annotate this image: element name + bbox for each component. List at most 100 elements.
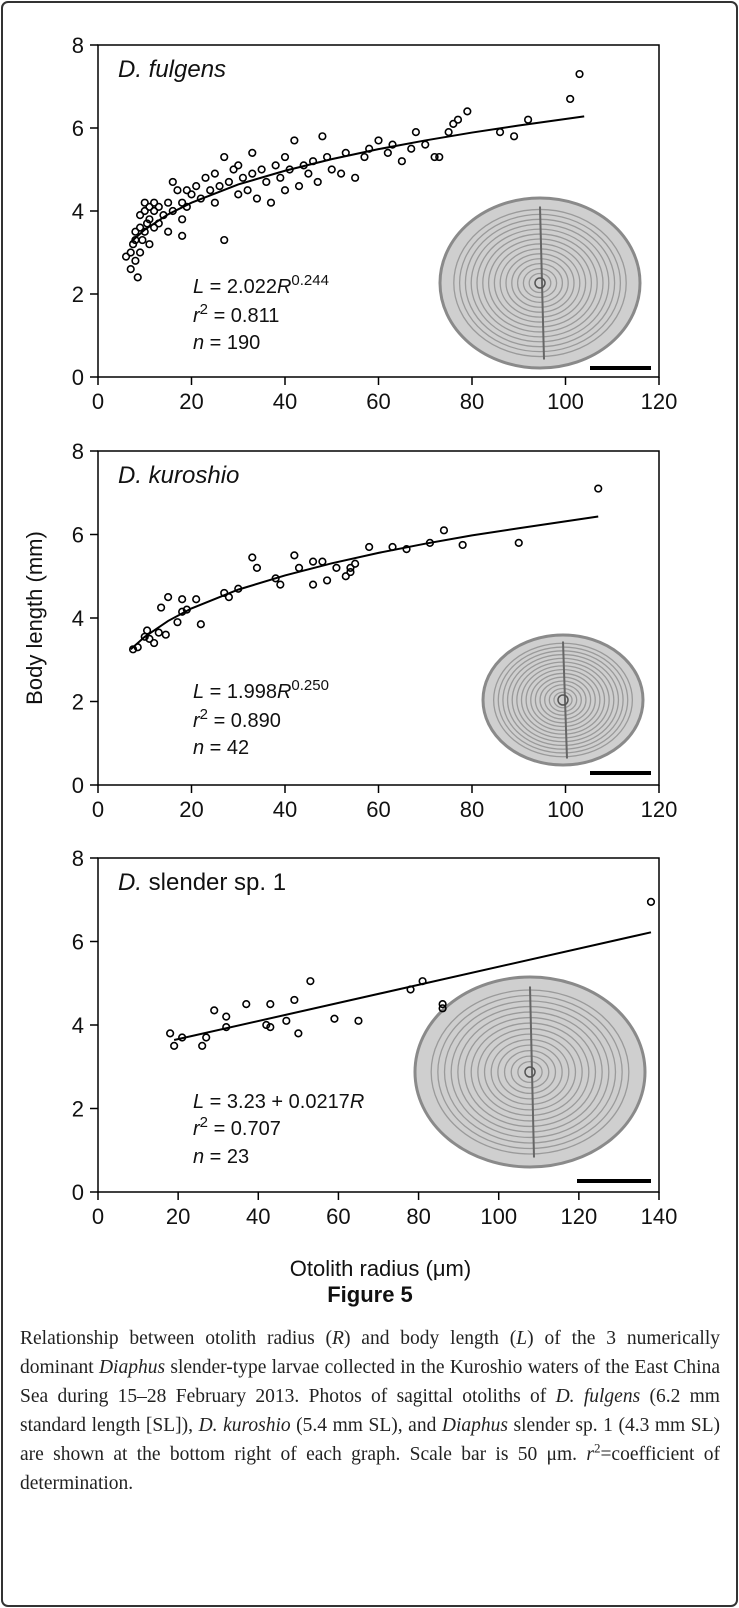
data-point: [150, 638, 159, 648]
data-point: [282, 1016, 291, 1025]
data-point: [514, 538, 523, 547]
equation: L = 3.23 + 0.0217R: [193, 1091, 364, 1113]
data-point: [182, 202, 191, 211]
data-point: [327, 165, 336, 174]
data-point: [341, 148, 350, 157]
caption-text: ) of the 3 numerically dominant: [20, 1328, 720, 1378]
caption-text: Diaphus: [441, 1415, 508, 1436]
x-tick-label: 20: [179, 797, 203, 822]
data-point: [131, 256, 140, 265]
y-tick-label: 2: [72, 282, 84, 307]
data-point: [444, 128, 453, 137]
data-point: [248, 148, 257, 157]
data-point: [178, 1033, 187, 1042]
data-point: [164, 593, 173, 602]
data-point: [566, 94, 575, 104]
data-point: [271, 574, 280, 583]
caption-text: slender-type larvae collected in the Kur…: [20, 1357, 720, 1407]
x-tick-label: 0: [92, 1204, 104, 1229]
data-point: [178, 595, 187, 604]
data-point: [154, 628, 163, 637]
otolith-ring: [497, 1044, 563, 1100]
text-part: R: [277, 276, 291, 298]
data-point: [280, 186, 290, 195]
caption-text: =coefficient of determination.: [20, 1444, 720, 1494]
data-point: [145, 215, 154, 224]
data-point: [224, 593, 233, 602]
data-point: [222, 1012, 231, 1021]
otolith-crack: [562, 641, 568, 759]
data-point: [262, 1020, 271, 1030]
text-part: = 42: [204, 737, 249, 759]
caption-text: slender sp. 1 (4.3 mm SL) are shown at t…: [20, 1415, 721, 1465]
data-point: [248, 553, 257, 562]
data-point: [198, 1041, 207, 1050]
data-point: [150, 198, 159, 207]
otolith-ring: [534, 676, 592, 724]
data-point: [182, 605, 191, 614]
text-part: slender sp. 1: [142, 869, 286, 896]
otolith-ring: [528, 272, 552, 294]
text-part: = 2.022: [204, 276, 277, 298]
data-point: [157, 603, 166, 612]
data-point: [308, 580, 318, 589]
text-part: r: [193, 305, 201, 327]
data-point: [234, 190, 243, 199]
y-tick-label: 2: [72, 1097, 84, 1122]
x-tick-label: 60: [366, 797, 390, 822]
data-point: [453, 115, 463, 124]
data-point: [374, 136, 383, 145]
data-point: [646, 897, 656, 906]
text-part: = 190: [204, 332, 260, 354]
data-point: [210, 1006, 219, 1015]
data-point: [351, 559, 360, 568]
data-point: [192, 595, 201, 604]
equation: n = 23: [193, 1146, 249, 1168]
x-tick-label: 0: [92, 389, 104, 414]
data-point: [425, 538, 435, 547]
data-point: [346, 563, 355, 573]
data-point: [262, 177, 271, 187]
otolith-ring: [483, 1033, 577, 1111]
data-point: [266, 198, 276, 207]
text-part: L: [193, 276, 204, 298]
x-tick-label: 20: [179, 389, 203, 414]
data-point: [509, 132, 519, 141]
y-axis-label: Body length (mm): [22, 531, 47, 705]
panel-title: D. fulgens: [118, 56, 226, 83]
data-point: [220, 588, 229, 598]
figure-label: Figure 5: [327, 1282, 413, 1307]
data-point: [290, 995, 299, 1005]
y-tick-label: 0: [72, 773, 84, 798]
text-part: R: [350, 1091, 364, 1113]
text-part: = 0.811: [208, 305, 279, 327]
data-point: [210, 198, 219, 207]
data-point: [430, 152, 439, 162]
data-point: [402, 545, 411, 554]
text-part: 0.244: [291, 272, 329, 289]
data-point: [166, 1029, 175, 1038]
x-tick-label: 100: [480, 1204, 517, 1229]
x-tick-label: 100: [547, 797, 584, 822]
data-point: [229, 165, 238, 174]
text-part: = 0.707: [208, 1118, 281, 1140]
y-tick-label: 4: [72, 199, 84, 224]
otolith-ring: [503, 1049, 557, 1095]
data-point: [135, 248, 145, 257]
x-tick-label: 80: [460, 389, 484, 414]
data-point: [266, 1000, 275, 1009]
otolith-crack: [539, 206, 545, 360]
data-point: [351, 173, 360, 182]
text-part: n: [193, 737, 204, 759]
otolith-core: [557, 694, 569, 706]
data-point: [360, 152, 369, 162]
data-point: [140, 227, 149, 236]
caption-text: Diaphus: [98, 1357, 166, 1378]
x-tick-label: 80: [406, 1204, 430, 1229]
x-tick-label: 40: [273, 389, 297, 414]
fit-line: [130, 515, 599, 651]
text-part: D.: [118, 869, 142, 896]
text-part: r: [193, 1118, 201, 1140]
